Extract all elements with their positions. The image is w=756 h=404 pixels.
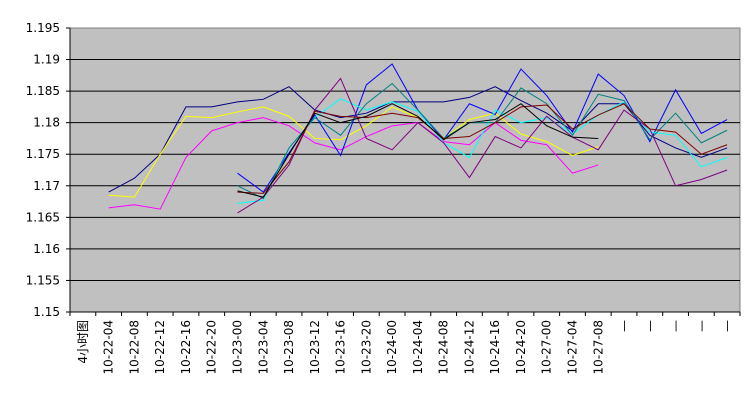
y-axis-tick-labels: 1.15 1.155 1.16 1.165 1.17 1.175 1.18 1.185 1.19… (26, 21, 60, 319)
x-tick-label: — (694, 320, 708, 332)
x-tick-label: 10-23-00 (231, 320, 245, 374)
y-tick-label: 1.18 (33, 116, 60, 130)
x-axis-tick-labels: 4小时图 10-22-04 10-22-08 10-22-12 10-22-16 10-2… (76, 320, 734, 374)
y-tick-label: 1.17 (33, 179, 60, 193)
x-tick-label: 10-22-04 (102, 320, 116, 374)
series-layer (108, 63, 728, 214)
x-tick-label: 10-23-12 (308, 320, 322, 374)
y-tick-label: 1.19 (33, 53, 60, 67)
x-tick-label: 10-27-00 (540, 320, 554, 374)
gridlines (70, 59, 740, 281)
plot-area (69, 27, 741, 313)
x-tick-label: — (643, 320, 657, 332)
x-tick-label: 10-27-08 (591, 320, 605, 374)
y-tick-label: 1.155 (26, 273, 60, 287)
x-tick-label: 10-22-08 (127, 320, 141, 374)
x-tick-label: 10-22-16 (179, 320, 193, 374)
x-tick-label: 10-23-20 (359, 320, 373, 374)
series-line-3 (108, 117, 599, 210)
x-tick-label: 10-23-16 (334, 320, 348, 374)
axes (66, 27, 741, 316)
y-tick-label: 1.16 (33, 242, 60, 256)
series-line-6 (237, 82, 728, 200)
y-tick-label: 1.195 (26, 21, 60, 35)
series-line-8 (237, 103, 728, 194)
x-tick-label: — (669, 320, 683, 332)
y-tick-label: 1.185 (26, 84, 60, 98)
x-tick-label: 10-24-12 (462, 320, 476, 374)
y-tick-label: 1.175 (26, 147, 60, 161)
series-line-9 (237, 103, 599, 198)
x-tick-label: 10-24-00 (385, 320, 399, 374)
series-line-7 (237, 77, 728, 214)
x-tick-label: 10-23-08 (282, 320, 296, 374)
y-tick-label: 1.15 (33, 305, 60, 319)
x-tick-label: 10-24-16 (488, 320, 502, 374)
x-tick-label: 10-24-08 (437, 320, 451, 374)
y-tick-label: 1.165 (26, 210, 60, 224)
x-tick-label: 10-24-20 (514, 320, 528, 374)
x-tick-label: 4小时图 (76, 320, 90, 364)
x-tick-label: — (720, 320, 734, 332)
x-tick-label: 10-23-04 (256, 320, 270, 374)
series-line-2 (108, 106, 599, 198)
x-tick-label: 10-22-12 (153, 320, 167, 374)
x-tick-label: — (617, 320, 631, 332)
x-tick-label: 10-22-20 (205, 320, 219, 374)
x-tick-label: 10-27-04 (566, 320, 580, 374)
x-tick-label: 10-24-04 (411, 320, 425, 374)
